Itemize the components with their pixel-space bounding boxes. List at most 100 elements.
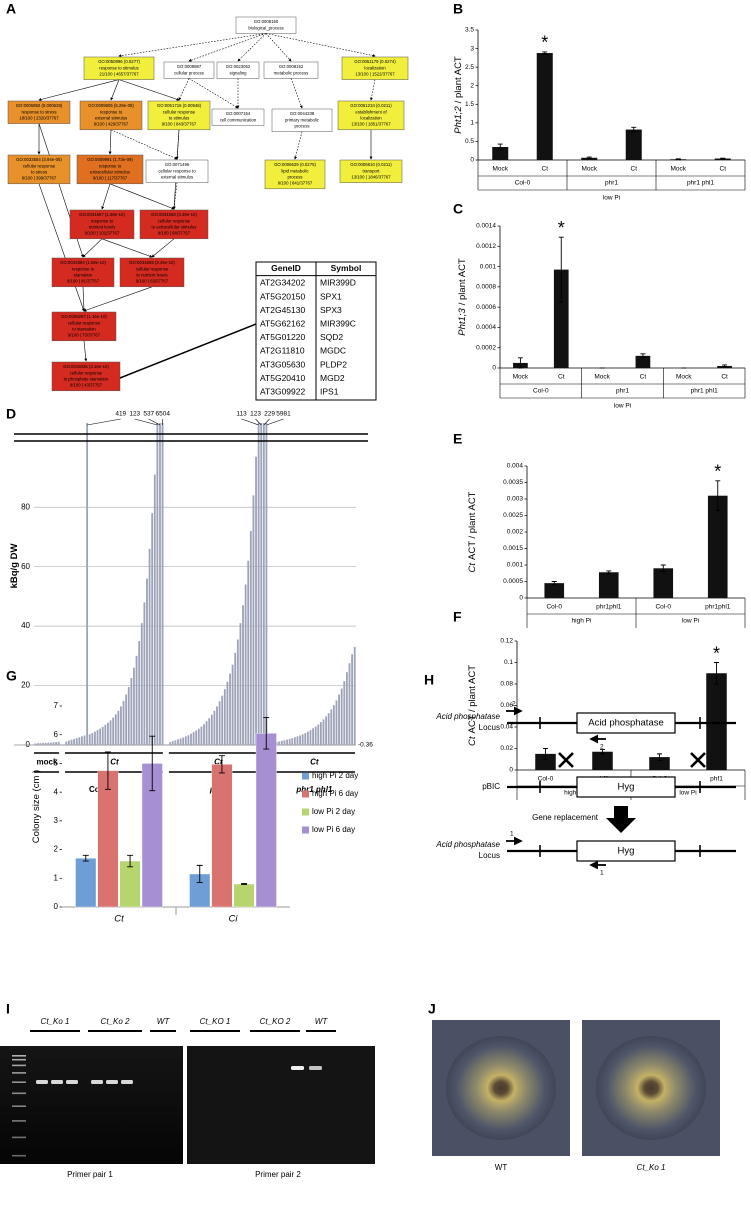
- y-tick-label: 40: [21, 621, 30, 630]
- x-tick-label: Ci: [229, 914, 239, 925]
- go-node-text: 9/100 | 843/37767: [162, 122, 197, 127]
- bar: [536, 53, 553, 160]
- y-tick-label: 0.02: [500, 745, 513, 752]
- y-tick-label: 0.004: [507, 463, 524, 470]
- bar: [138, 640, 141, 745]
- go-edge: [38, 183, 85, 312]
- go-node: [235, 16, 297, 34]
- error-bar: [497, 143, 503, 151]
- error-bar: [241, 883, 248, 886]
- go-node-text: response to: [72, 266, 95, 271]
- y-tick-label: 0: [519, 595, 523, 602]
- gel: [187, 1046, 375, 1164]
- x-tick-label: Ct: [640, 374, 647, 381]
- go-node: [337, 100, 405, 131]
- go-edge: [178, 78, 190, 101]
- go-node: [147, 100, 211, 131]
- gel-band: [51, 1080, 63, 1084]
- y-tick-label: 4: [54, 787, 59, 796]
- significance-mark: *: [558, 218, 565, 238]
- group-label: high Pi: [572, 618, 592, 625]
- go-node-text: GO:0033554 (3.94e-05): [16, 157, 62, 162]
- go-node-text: GO:0051179 (0.0274): [354, 59, 396, 64]
- y-tick-label: 60: [21, 562, 30, 571]
- bar: [265, 423, 268, 745]
- go-edge: [101, 183, 111, 210]
- legend-label: low Pi 2 day: [312, 807, 355, 816]
- go-node-text: GO:0042594 (1.68e-10): [60, 260, 106, 265]
- primer-label: 2: [512, 701, 516, 708]
- y-axis-label-italic: Pht1;2: [453, 106, 464, 134]
- go-node: [341, 56, 409, 80]
- bar: [345, 672, 348, 745]
- bar: [75, 738, 78, 745]
- bar: [301, 734, 304, 745]
- go-node-text: cellular response: [158, 218, 191, 223]
- go-node-text: GO:0051234 (0.0211): [350, 103, 392, 108]
- error-bar: [714, 662, 719, 685]
- table-cell: SPX3: [320, 305, 342, 315]
- bar: [135, 655, 138, 745]
- outlier-label: 123: [129, 411, 140, 418]
- panel-label: C: [453, 201, 463, 217]
- y-axis-label-italic: Ct: [467, 736, 478, 746]
- go-node-text: response to: [99, 163, 122, 168]
- gel-band: [36, 1080, 48, 1084]
- super-group-label: low Pi: [614, 403, 631, 410]
- go-edge: [108, 129, 112, 155]
- go-edge: [188, 78, 239, 109]
- panel-label: E: [453, 431, 462, 447]
- locus-label: Acid phosphatase: [435, 840, 500, 849]
- go-node: [119, 257, 185, 288]
- go-edge: [294, 131, 303, 160]
- bar: [649, 757, 670, 770]
- gel-band: [106, 1080, 118, 1084]
- go-node-text: to extracellular stimulus: [152, 225, 197, 230]
- lane-label: WT: [315, 1017, 329, 1026]
- gene-box: [576, 712, 676, 734]
- y-axis-label: Colony size (cm ): [31, 770, 42, 843]
- super-group-label: low Pi: [603, 195, 620, 202]
- table-cell: AT5G01220: [260, 332, 305, 342]
- bar: [343, 681, 346, 745]
- x-tick-label: Mock: [594, 374, 610, 381]
- go-node-text: 9/100 | 429/37767: [94, 122, 129, 127]
- table-cell: PLDP2: [320, 359, 347, 369]
- table-cell: AT5G62162: [260, 318, 305, 328]
- go-node: [211, 108, 265, 126]
- bar: [122, 701, 125, 745]
- bar: [107, 722, 109, 745]
- go-node-text: signaling: [230, 70, 248, 75]
- outlier-label: 419: [115, 411, 126, 418]
- baseline-annotation: -0.36: [358, 742, 373, 749]
- group-label: phr1: [605, 180, 618, 187]
- ladder-band: [12, 1064, 26, 1067]
- bar: [151, 513, 154, 745]
- y-tick-label: 3: [470, 45, 474, 52]
- table-cell: AT5G20410: [260, 373, 305, 383]
- construct-label: pBIC: [482, 782, 500, 791]
- go-node-text: cellular response: [68, 320, 101, 325]
- bar: [319, 722, 322, 745]
- bar: [535, 753, 556, 770]
- go-edge: [101, 238, 153, 258]
- bar: [182, 737, 185, 745]
- go-node-text: to phosphate starvation: [64, 377, 109, 382]
- group-label: low Pi: [682, 618, 699, 625]
- group-label: mock: [37, 758, 58, 767]
- bar: [706, 673, 727, 770]
- y-axis-label-text: Colony size (cm ): [31, 770, 42, 843]
- bar: [52, 742, 55, 745]
- ladder-band: [12, 1072, 26, 1074]
- gene-box: [576, 776, 676, 798]
- go-node-text: GO:0031667 (1.68e-10): [79, 212, 125, 217]
- table-cell: AT2G45130: [260, 305, 305, 315]
- bar: [195, 730, 198, 745]
- go-edge: [83, 286, 153, 312]
- x-tick-label: Mock: [513, 374, 529, 381]
- group-label: Col-0: [515, 180, 531, 187]
- bar: [625, 129, 642, 160]
- go-node-text: GO:0044238: [290, 111, 315, 116]
- table-cell: SPX1: [320, 291, 342, 301]
- go-edge: [265, 33, 292, 62]
